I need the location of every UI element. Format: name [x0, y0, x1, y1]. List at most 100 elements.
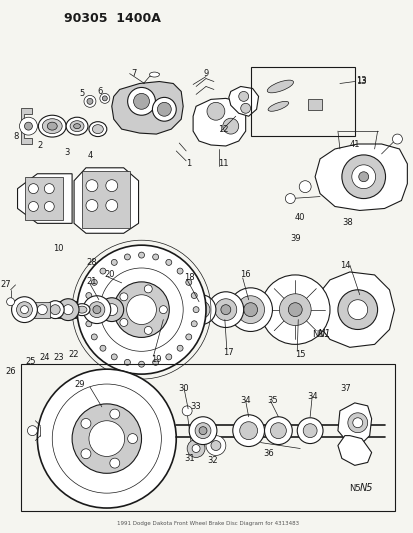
Circle shape	[236, 296, 264, 324]
Circle shape	[106, 180, 117, 191]
Circle shape	[111, 354, 117, 360]
Text: 11: 11	[217, 159, 228, 168]
Ellipse shape	[89, 122, 107, 136]
Circle shape	[240, 103, 250, 113]
Text: 36: 36	[263, 449, 273, 458]
Circle shape	[192, 306, 199, 313]
Circle shape	[138, 361, 144, 367]
Text: 41: 41	[349, 140, 359, 149]
Ellipse shape	[74, 304, 90, 316]
Ellipse shape	[267, 80, 293, 93]
Circle shape	[19, 117, 37, 135]
Circle shape	[185, 279, 191, 285]
Circle shape	[192, 301, 209, 319]
Circle shape	[189, 417, 216, 445]
Circle shape	[243, 303, 257, 317]
Circle shape	[124, 359, 130, 365]
Polygon shape	[192, 99, 245, 146]
Text: 39: 39	[289, 234, 300, 243]
Text: 34: 34	[306, 392, 317, 401]
Circle shape	[37, 305, 47, 314]
Circle shape	[199, 427, 206, 434]
Text: 18: 18	[183, 273, 194, 282]
Polygon shape	[17, 174, 72, 223]
Circle shape	[144, 326, 152, 334]
Text: 21: 21	[86, 277, 97, 286]
Circle shape	[111, 260, 117, 265]
Text: 13: 13	[356, 77, 366, 86]
Text: 15: 15	[294, 350, 305, 359]
Circle shape	[100, 268, 183, 351]
Text: 34: 34	[240, 397, 250, 406]
Ellipse shape	[70, 120, 84, 132]
Text: 31: 31	[183, 454, 194, 463]
Polygon shape	[228, 86, 258, 116]
Text: N5: N5	[359, 483, 373, 493]
Circle shape	[100, 345, 106, 351]
Circle shape	[352, 418, 362, 427]
Circle shape	[166, 354, 171, 360]
Circle shape	[222, 118, 238, 134]
Circle shape	[187, 440, 204, 457]
Ellipse shape	[42, 119, 62, 134]
Bar	[26, 177, 63, 220]
Circle shape	[127, 434, 137, 443]
Circle shape	[177, 345, 183, 351]
Circle shape	[270, 423, 286, 439]
Circle shape	[44, 184, 54, 193]
Circle shape	[100, 93, 109, 103]
Text: 27: 27	[0, 280, 11, 289]
Circle shape	[85, 293, 92, 298]
Ellipse shape	[149, 72, 159, 77]
Circle shape	[192, 445, 199, 453]
Circle shape	[232, 415, 264, 447]
Circle shape	[299, 181, 311, 192]
Circle shape	[91, 279, 97, 285]
Circle shape	[347, 300, 367, 320]
Text: 37: 37	[339, 384, 350, 393]
Circle shape	[341, 155, 385, 199]
Circle shape	[106, 199, 117, 212]
Circle shape	[238, 92, 248, 101]
Circle shape	[100, 298, 123, 321]
Circle shape	[17, 302, 32, 318]
Circle shape	[124, 254, 130, 260]
Circle shape	[185, 334, 191, 340]
Text: 10: 10	[53, 244, 63, 253]
Circle shape	[91, 334, 97, 340]
Circle shape	[87, 99, 93, 104]
Circle shape	[57, 298, 79, 320]
Circle shape	[186, 295, 216, 325]
Text: N5: N5	[348, 483, 360, 492]
Circle shape	[100, 268, 106, 274]
Text: 14: 14	[339, 261, 349, 270]
Text: 3: 3	[64, 148, 70, 157]
Circle shape	[152, 254, 158, 260]
Bar	[82, 171, 129, 228]
Circle shape	[85, 321, 92, 327]
Bar	[307, 99, 321, 110]
Text: 24: 24	[39, 353, 50, 362]
Text: 1: 1	[186, 159, 191, 168]
Circle shape	[102, 96, 107, 101]
Circle shape	[114, 282, 169, 337]
Text: 90305  1400A: 90305 1400A	[64, 12, 161, 25]
Circle shape	[159, 306, 167, 313]
Circle shape	[264, 417, 292, 445]
Text: 32: 32	[207, 456, 218, 465]
Text: 26: 26	[5, 367, 16, 376]
Bar	[21, 364, 394, 511]
Text: 7: 7	[131, 69, 136, 78]
Circle shape	[287, 303, 301, 317]
Ellipse shape	[74, 124, 81, 128]
Circle shape	[120, 293, 128, 301]
Polygon shape	[112, 82, 183, 134]
Circle shape	[126, 295, 156, 325]
Circle shape	[89, 421, 124, 456]
Circle shape	[285, 193, 294, 204]
Text: 2: 2	[38, 141, 43, 150]
Text: 16: 16	[240, 270, 250, 279]
Circle shape	[63, 305, 73, 314]
Circle shape	[27, 426, 37, 435]
Text: 19: 19	[151, 355, 161, 364]
